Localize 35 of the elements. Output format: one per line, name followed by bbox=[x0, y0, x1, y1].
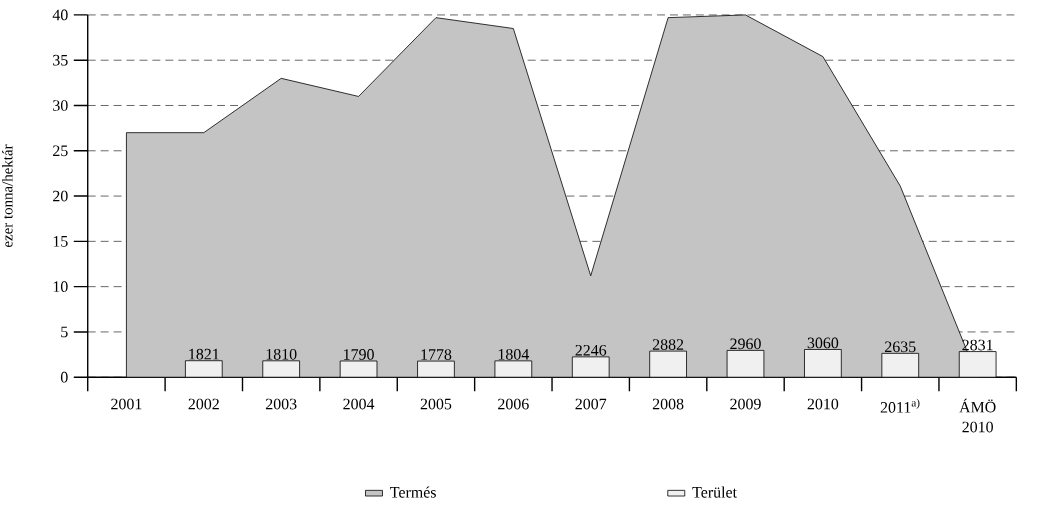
x-tick-label: 2005 bbox=[420, 398, 452, 410]
data-label: 1810 bbox=[266, 349, 297, 360]
data-label: 1821 bbox=[189, 348, 219, 360]
x-tick-label: 2007 bbox=[575, 398, 607, 410]
data-label: 3060 bbox=[807, 337, 839, 349]
y-tick-label: 15 bbox=[53, 236, 68, 247]
y-tick-label: 30 bbox=[53, 100, 68, 112]
data-label: 1790 bbox=[344, 349, 374, 361]
x-tick-label: 2003 bbox=[265, 398, 297, 410]
x-tick-label: 2002 bbox=[188, 398, 219, 410]
data-label: 2831 bbox=[962, 339, 993, 351]
data-label: 2635 bbox=[885, 341, 916, 353]
legend-label: Terület bbox=[692, 486, 737, 498]
x-tick-label: 2004 bbox=[343, 398, 375, 410]
y-tick-label: 5 bbox=[61, 326, 68, 338]
y-tick-label: 35 bbox=[53, 55, 68, 66]
data-label: 1778 bbox=[421, 349, 452, 361]
data-label: 2960 bbox=[730, 338, 761, 350]
x-tick-label: 2006 bbox=[498, 398, 529, 410]
x-tick-label: 2008 bbox=[652, 398, 684, 410]
legend-label: Termés bbox=[390, 486, 436, 498]
data-label: 2246 bbox=[575, 345, 607, 356]
x-tick-label: ÁMÖ 2010 bbox=[959, 398, 996, 433]
y-tick-label: 0 bbox=[60, 372, 68, 383]
x-tick-label: 2009 bbox=[730, 398, 761, 410]
x-tick-label: 2011$^{a)}$ bbox=[880, 398, 920, 413]
data-label: 2882 bbox=[652, 339, 684, 351]
x-tick-label: 2001 bbox=[111, 398, 142, 410]
data-label: 1804 bbox=[498, 349, 530, 360]
y-axis-title: ezer tonna/hektár bbox=[2, 144, 13, 248]
x-tick-label: 2010 bbox=[807, 398, 839, 410]
y-tick-label: 10 bbox=[53, 281, 68, 293]
y-tick-label: 20 bbox=[53, 190, 68, 202]
y-tick-label: 25 bbox=[53, 145, 68, 157]
y-tick-label: 40 bbox=[52, 9, 68, 21]
